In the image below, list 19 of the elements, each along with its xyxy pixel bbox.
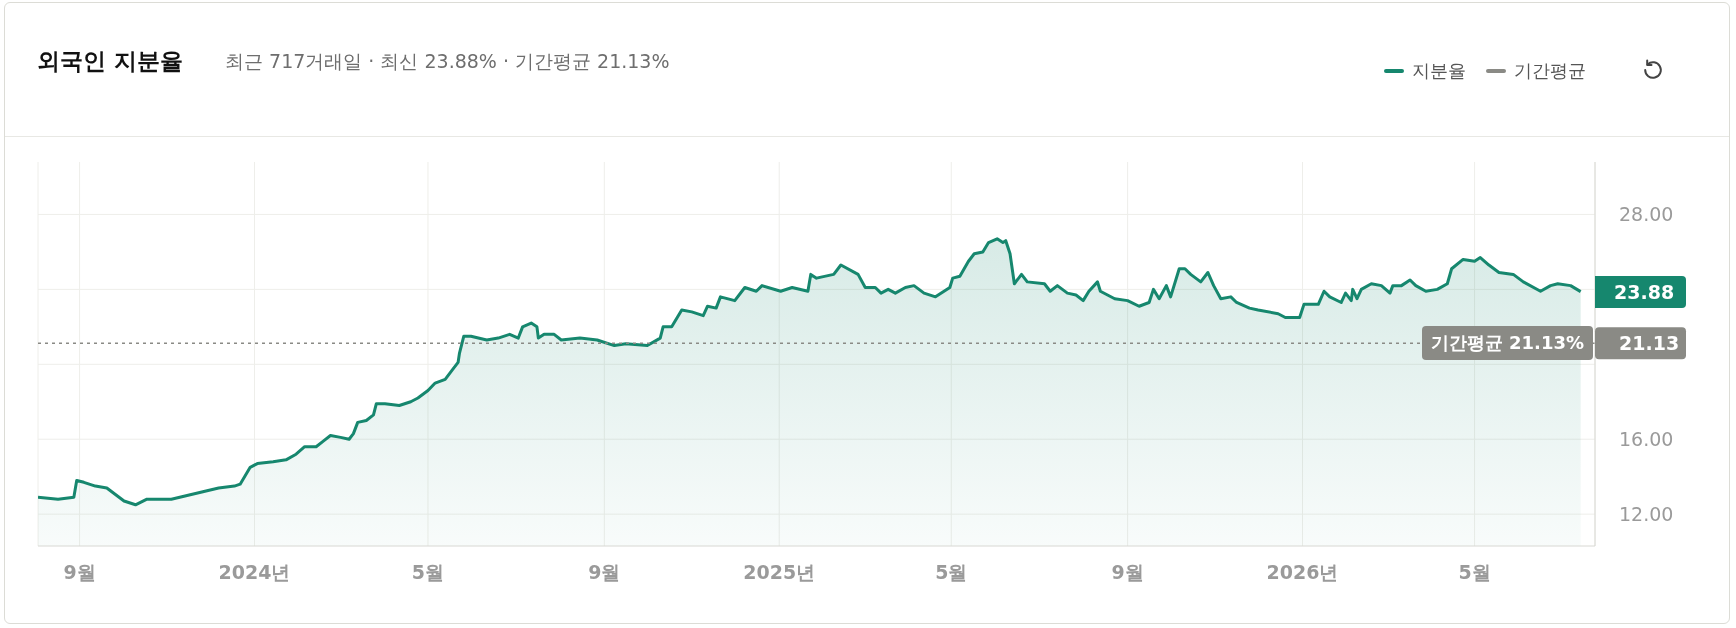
legend-label: 지분율 [1412,59,1466,83]
x-tick-label: 5월 [935,561,968,584]
chart-subtitle: 최근 717거래일 · 최신 23.88% · 기간평균 21.13% [225,49,670,74]
x-tick-label: 2024년 [218,561,291,584]
x-tick-label: 2026년 [1266,561,1339,584]
legend-label: 기간평균 [1514,59,1586,83]
x-tick-label: 2025년 [743,561,816,584]
y-tick-label: 16.00 [1619,427,1674,450]
data-label: 기간평균 21.13% [1421,326,1593,361]
y-tick-label: 12.00 [1619,502,1674,525]
x-tick-label: 9월 [588,561,621,584]
x-tick-label: 9월 [63,561,96,584]
y-tick-label: 28.00 [1619,203,1674,226]
chart-title: 외국인 지분율 [37,47,184,76]
x-tick-label: 9월 [1111,561,1144,584]
data-label: 23.88 [1595,275,1686,308]
x-tick-label: 5월 [411,561,445,584]
x-tick-label: 5월 [1458,561,1491,584]
y-tick-label: 21.13 [1619,331,1680,354]
